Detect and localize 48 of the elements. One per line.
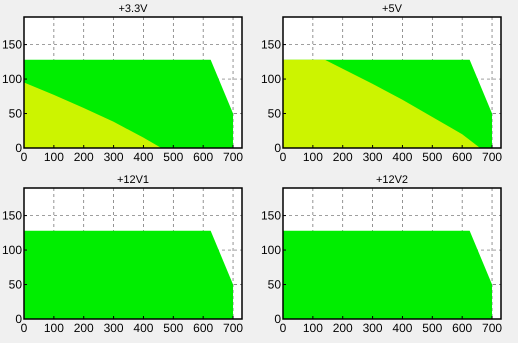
x-tick-label: 300 [104,321,124,335]
y-tick-label: 150 [260,38,282,52]
y-tick-label: 100 [2,243,22,258]
x-tick-label: 200 [74,321,94,335]
x-tick-label: 100 [302,150,324,164]
x-tick-label: 100 [44,321,64,335]
chart-title: +12V2 [376,174,408,186]
y-tick-label: 50 [8,278,22,292]
x-tick-label: 600 [193,321,214,335]
x-tick-label: 100 [302,321,324,335]
y-tick-label: 0 [274,141,282,155]
y-tick-label: 100 [260,243,282,258]
y-tick-label: 50 [268,278,282,292]
x-tick-label: 700 [223,321,244,335]
x-tick-label: 200 [74,150,94,164]
x-tick-label: 600 [452,150,473,164]
x-tick-label: 400 [392,150,413,164]
y-tick-label: 50 [8,106,22,121]
x-tick-label: 400 [392,321,413,335]
x-tick-label: 200 [332,321,354,335]
y-tick-label: 150 [2,38,22,52]
y-tick-label: 100 [260,72,282,86]
y-tick-label: 0 [15,312,22,326]
x-tick-label: 300 [104,150,124,164]
x-tick-label: 600 [193,150,214,164]
y-tick-label: 100 [2,72,22,86]
x-tick-label: 700 [482,150,502,164]
y-tick-label: 50 [268,106,282,121]
x-tick-label: 200 [332,150,354,164]
y-tick-label: 0 [15,141,22,155]
y-tick-label: 150 [2,208,22,223]
x-tick-label: 100 [44,150,64,164]
y-tick-label: 150 [260,208,282,223]
chart-title: +12V1 [116,174,150,186]
x-tick-label: 300 [362,321,383,335]
chart-title: +3.3V [118,3,148,15]
x-tick-label: 500 [422,150,443,164]
x-tick-label: 600 [452,321,473,335]
x-tick-label: 700 [482,321,502,335]
x-tick-label: 300 [362,150,383,164]
x-tick-label: 500 [163,321,184,335]
x-tick-label: 500 [163,150,184,164]
chart-title: +5V [382,3,403,15]
x-tick-label: 400 [133,150,154,164]
y-tick-label: 0 [274,312,282,326]
x-tick-label: 400 [133,321,154,335]
x-tick-label: 700 [223,150,244,164]
x-tick-label: 500 [422,321,443,335]
